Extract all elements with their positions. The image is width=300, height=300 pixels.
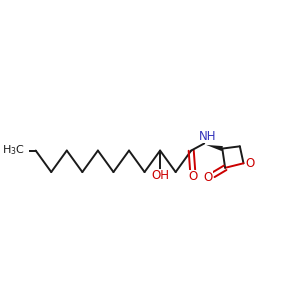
Text: O: O xyxy=(245,157,254,170)
Text: OH: OH xyxy=(151,169,169,182)
Text: NH: NH xyxy=(199,130,216,143)
Polygon shape xyxy=(206,145,223,151)
Text: O: O xyxy=(188,169,197,182)
Text: O: O xyxy=(203,171,213,184)
Text: $\mathsf{H_3C}$: $\mathsf{H_3C}$ xyxy=(2,144,25,158)
